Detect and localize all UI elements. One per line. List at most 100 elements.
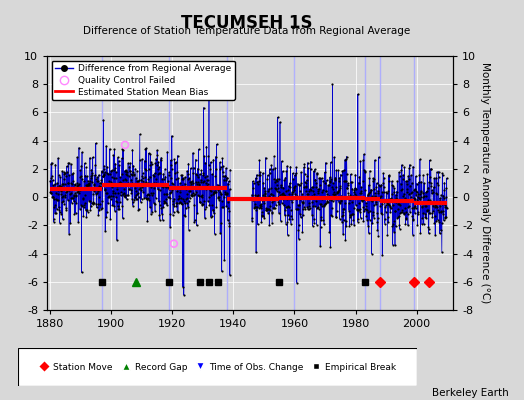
Point xyxy=(384,219,392,225)
Point xyxy=(213,184,221,191)
Point xyxy=(73,183,82,190)
Point xyxy=(96,201,104,208)
Point xyxy=(142,179,150,185)
Point xyxy=(329,191,337,197)
Point xyxy=(368,220,376,226)
Point xyxy=(419,190,427,197)
Point xyxy=(219,172,227,179)
Point xyxy=(104,194,113,200)
Point xyxy=(339,231,347,238)
Point xyxy=(147,190,155,196)
Point xyxy=(428,214,436,220)
Point xyxy=(332,184,340,190)
Point xyxy=(222,165,230,172)
Point xyxy=(173,200,181,206)
Point xyxy=(225,186,234,192)
Point xyxy=(173,208,181,214)
Point xyxy=(123,182,132,189)
Point xyxy=(370,176,378,182)
Point xyxy=(297,180,305,186)
Point xyxy=(217,191,226,198)
Point xyxy=(163,202,171,209)
Point xyxy=(304,206,313,212)
Point xyxy=(133,196,141,202)
Point xyxy=(393,178,401,184)
Point xyxy=(173,169,182,176)
Point xyxy=(175,195,183,201)
Point xyxy=(274,114,282,120)
Point xyxy=(345,199,353,206)
Point xyxy=(431,202,440,208)
Point xyxy=(104,181,112,187)
Point xyxy=(323,199,331,206)
Point xyxy=(367,195,375,201)
Point xyxy=(278,190,287,197)
Point xyxy=(403,181,412,188)
Point xyxy=(73,179,81,186)
Point xyxy=(414,209,422,216)
Point xyxy=(144,176,152,182)
Point xyxy=(111,190,119,196)
Point xyxy=(146,151,155,157)
Point xyxy=(396,180,405,187)
Point xyxy=(386,196,394,202)
Point xyxy=(66,185,74,191)
Point xyxy=(70,211,79,217)
Point xyxy=(181,200,189,206)
Point xyxy=(99,117,107,123)
Point xyxy=(339,212,347,218)
Point xyxy=(148,192,157,198)
Point xyxy=(442,214,451,220)
Point xyxy=(359,204,367,210)
Point xyxy=(257,203,265,210)
Point xyxy=(396,210,405,216)
Point xyxy=(321,200,329,207)
Point xyxy=(373,209,381,216)
Point xyxy=(54,204,63,210)
Point xyxy=(50,196,58,202)
Point xyxy=(308,223,316,229)
Point xyxy=(195,192,203,199)
Point xyxy=(315,195,323,202)
Point xyxy=(259,170,267,176)
Point xyxy=(441,204,449,210)
Point xyxy=(114,189,123,196)
Y-axis label: Monthly Temperature Anomaly Difference (°C): Monthly Temperature Anomaly Difference (… xyxy=(480,62,490,304)
Point xyxy=(333,189,342,196)
Point xyxy=(89,154,97,160)
Point xyxy=(287,195,296,202)
Point xyxy=(343,180,352,186)
Point xyxy=(66,191,74,198)
Point xyxy=(70,198,78,204)
Point xyxy=(298,191,307,198)
Point xyxy=(322,160,330,166)
Point xyxy=(160,200,169,206)
Point xyxy=(320,169,329,176)
Point xyxy=(213,185,222,192)
Point xyxy=(317,216,325,223)
Point xyxy=(81,192,89,198)
Point xyxy=(364,182,373,188)
Point xyxy=(61,191,69,198)
Point xyxy=(55,207,63,213)
Point xyxy=(57,188,65,194)
Point xyxy=(369,186,378,192)
Point xyxy=(114,180,123,186)
Point xyxy=(278,200,286,206)
Point xyxy=(351,185,359,192)
Point xyxy=(225,222,234,229)
Point xyxy=(396,173,404,180)
Point xyxy=(260,215,269,222)
Point xyxy=(209,207,217,213)
Point xyxy=(156,186,165,193)
Point xyxy=(220,204,228,210)
FancyBboxPatch shape xyxy=(18,348,417,386)
Point xyxy=(144,191,152,197)
Point xyxy=(53,191,62,198)
Point xyxy=(263,176,271,182)
Point xyxy=(386,208,395,215)
Point xyxy=(425,210,434,216)
Point xyxy=(149,200,158,206)
Point xyxy=(348,198,356,205)
Point xyxy=(270,204,279,211)
